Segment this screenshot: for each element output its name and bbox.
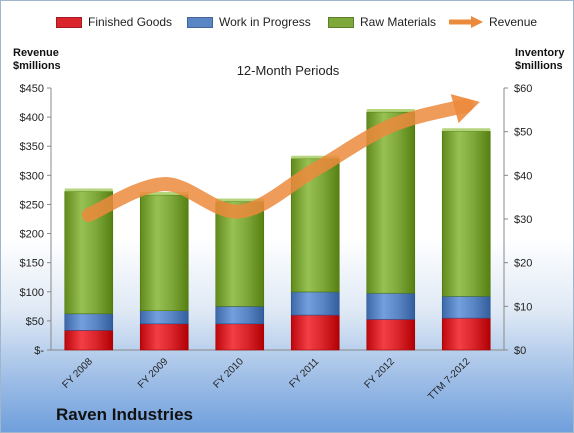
revenue-line — [81, 98, 474, 222]
bar-wip-1 — [139, 310, 189, 325]
right-axis-title-line1: Inventory — [515, 47, 565, 59]
legend-work-in-progress: Work in Progress — [187, 15, 311, 29]
left-tick-label: $200 — [20, 229, 44, 241]
bar-finished-5 — [441, 317, 491, 351]
bar-wip-3 — [290, 291, 340, 316]
right-tick-label: $50 — [514, 127, 532, 139]
legend-revenue-label: Revenue — [489, 15, 538, 29]
bar-finished-4 — [366, 319, 416, 351]
right-tick-label: $60 — [514, 83, 532, 95]
right-tick-label: $20 — [514, 258, 532, 270]
bar-finished-0 — [64, 330, 114, 351]
chart-subtitle: 12-Month Periods — [236, 63, 340, 78]
x-tick-label: FY 2011 — [288, 356, 322, 390]
bar-top-cap-2 — [215, 198, 264, 202]
raw-materials-swatch — [328, 16, 354, 28]
left-tick-label: $250 — [20, 199, 44, 211]
x-tick-label: FY 2012 — [362, 356, 397, 391]
work-in-progress-swatch — [187, 16, 213, 28]
x-tick-label: FY 2008 — [60, 356, 95, 391]
bar-wip-4 — [366, 292, 416, 320]
bar-top-cap-4 — [366, 109, 415, 113]
left-axis-title-line1: Revenue — [13, 47, 59, 59]
x-tick-label: TTM 7-2012 — [426, 356, 473, 403]
finished-goods-swatch — [56, 16, 82, 28]
right-tick-label: $10 — [514, 301, 532, 313]
bar-finished-2 — [215, 323, 265, 351]
legend: Finished Goods Work in Progress Raw Mate… — [1, 15, 573, 35]
legend-raw-materials: Raw Materials — [328, 15, 436, 29]
legend-raw-materials-label: Raw Materials — [360, 15, 437, 29]
left-tick-label: $350 — [20, 141, 44, 153]
right-tick-label: $40 — [514, 170, 532, 182]
legend-finished-goods: Finished Goods — [56, 15, 172, 29]
bar-finished-3 — [290, 314, 340, 351]
bar-finished-1 — [139, 323, 189, 351]
bar-top-cap-3 — [291, 155, 340, 159]
right-axis-title-line2: $millions — [515, 60, 563, 72]
left-tick-label: $450 — [20, 83, 44, 95]
left-tick-label: $- — [34, 345, 44, 357]
revenue-arrow-icon — [449, 16, 483, 28]
right-tick-label: $0 — [514, 345, 526, 357]
left-tick-label: $300 — [20, 170, 44, 182]
bar-wip-0 — [64, 313, 114, 331]
bar-wip-2 — [215, 306, 265, 325]
left-tick-label: $50 — [26, 316, 44, 328]
left-tick-label: $400 — [20, 112, 44, 124]
left-tick-label: $150 — [20, 258, 44, 270]
right-tick-label: $30 — [514, 214, 532, 226]
right-axis-title: Inventory $millions — [515, 47, 565, 73]
left-tick-label: $100 — [20, 287, 44, 299]
bar-top-cap-0 — [64, 188, 113, 192]
bar-wip-5 — [441, 295, 491, 319]
left-axis-title-line2: $millions — [13, 60, 61, 72]
legend-work-in-progress-label: Work in Progress — [219, 15, 311, 29]
revenue-arrow-head — [450, 94, 480, 124]
x-tick-label: FY 2010 — [211, 356, 246, 391]
legend-revenue: Revenue — [449, 15, 537, 29]
bar-top-cap-1 — [140, 191, 189, 195]
left-axis-title: Revenue $millions — [13, 47, 61, 73]
bar-raw-1 — [139, 194, 189, 312]
bar-raw-4 — [366, 111, 416, 294]
company-name: Raven Industries — [56, 405, 193, 424]
x-tick-label: FY 2009 — [136, 356, 171, 391]
legend-finished-goods-label: Finished Goods — [88, 15, 173, 29]
bar-top-cap-5 — [442, 128, 491, 132]
bar-raw-5 — [441, 130, 491, 297]
